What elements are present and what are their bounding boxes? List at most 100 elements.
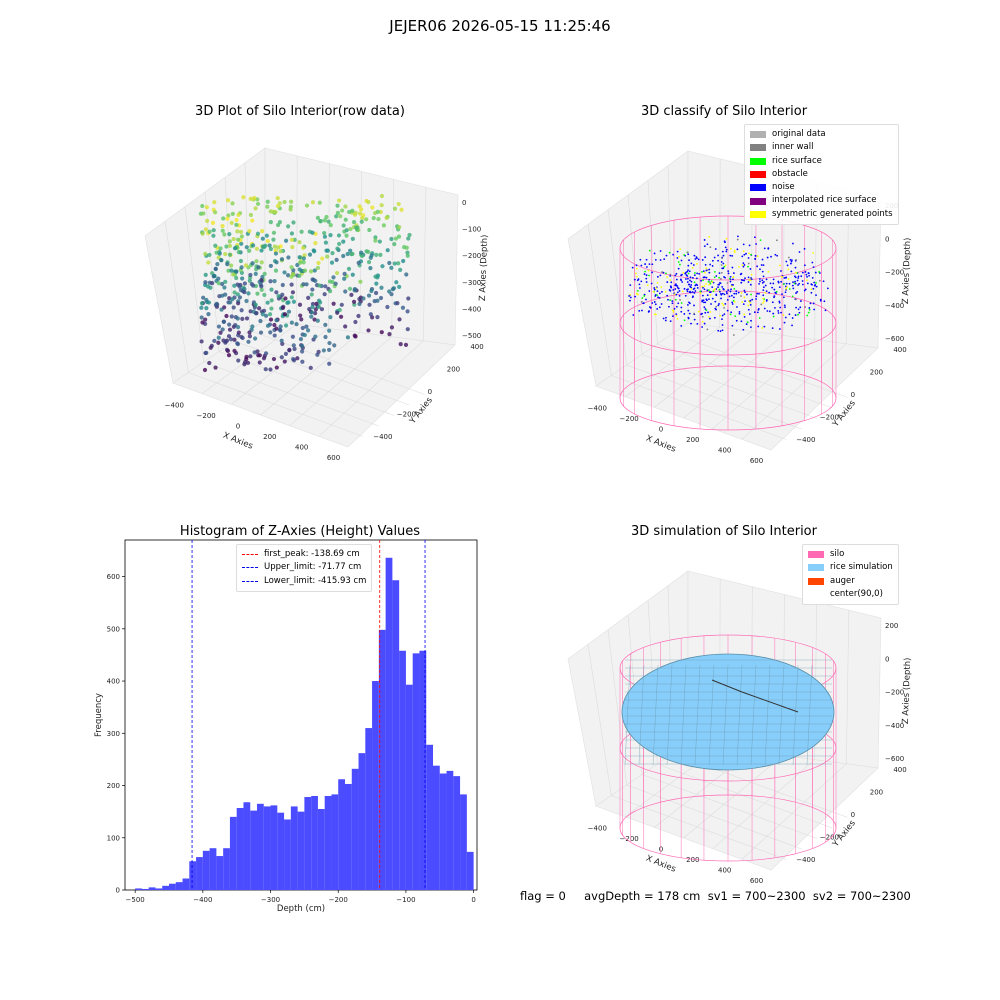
figure-suptitle: JEJER06 2026-05-15 11:25:46 [389,17,611,35]
raw-point [272,279,277,284]
classify-point [629,293,632,296]
classify-point [741,264,744,267]
classify-point [762,286,765,289]
classify-point [636,275,638,278]
raw-point [350,236,355,241]
raw-gridline [318,340,424,437]
classify-point [723,313,726,316]
raw-point [244,298,249,304]
raw-point [291,299,297,304]
classify-point [785,260,788,263]
classify-point [748,244,751,247]
classify-point [778,300,781,303]
histogram-bar [182,878,190,890]
classify-point [757,325,760,328]
raw-point [394,280,399,285]
classify-point [774,253,777,256]
raw-point [341,253,346,259]
raw-point [268,279,273,284]
raw-point [331,301,336,306]
classify-point [701,320,704,323]
raw-point [259,248,264,253]
classify-point [732,276,735,278]
raw-point [216,335,221,340]
legend-label: rice surface [772,155,822,166]
raw-point [379,330,384,335]
raw-point [249,282,254,287]
histogram-bar [378,629,386,890]
legend-label: inner wall [772,142,814,153]
classify-point [696,262,698,265]
raw-gridline [249,330,425,395]
rice-mesh-line [750,664,757,766]
classify-point [767,247,770,250]
raw-point [349,292,354,298]
classify-point [722,254,725,257]
raw-point [350,251,355,256]
classify-point [690,287,693,290]
classify-point [639,258,642,261]
raw-point [320,256,325,261]
legend-noise: noise [750,181,893,194]
classify-point [675,313,678,316]
raw-point [212,200,217,205]
classify-point [733,287,736,290]
classify-point [749,277,752,280]
raw-point [317,200,322,205]
raw-point [222,305,227,310]
classify-point [701,294,704,297]
histogram-ytick-label: 0 [116,887,120,895]
raw-point [216,324,222,329]
raw-point [206,260,211,265]
classify-point [786,286,788,288]
classify-point [675,305,678,308]
classify-point [705,309,708,312]
classify-point [803,289,806,292]
raw-point [300,359,305,364]
simulation-ytick-label: −400 [796,856,815,864]
raw-point [286,255,291,260]
classify-point [655,313,657,316]
classify-point [708,268,711,271]
classify-point [704,301,707,304]
raw-point [282,359,287,364]
raw-point [291,220,296,225]
simulation-legend: silo rice simulation auger center(90,0) [802,544,899,606]
raw-point [204,350,209,355]
raw-point [236,358,241,363]
classify-point [700,279,702,282]
classify-ztick-label: 0 [885,235,889,243]
classify-point [669,279,672,282]
raw-gridline [234,340,410,406]
classify-point [727,272,730,275]
legend-first-peak: first_peak: -138.69 cm [242,548,366,561]
raw-point [260,312,265,317]
classify-point [665,316,667,319]
classify-point [718,288,721,291]
classify-point [741,301,744,303]
histogram-bar [155,888,163,890]
classify-point [750,273,753,276]
raw-point [352,212,358,217]
raw-point [356,260,361,265]
raw-point [226,198,231,203]
rice-mesh-line [806,664,813,766]
classify-point [787,268,790,271]
classify-point [674,284,677,287]
raw-gridline [260,332,361,416]
raw-point [335,310,340,315]
classify-point [792,287,795,290]
classify-point [772,312,775,315]
simulation-xtick-label: −400 [588,824,607,832]
classify-point [669,289,672,292]
histogram-legend: first_peak: -138.69 cm Upper_limit: -71.… [236,544,373,592]
classify-point [750,293,752,296]
raw-point [406,296,411,301]
classify-point [633,278,636,281]
classify-point [659,259,662,261]
classify-point [772,315,775,318]
classify-point [706,328,709,331]
classify-point [732,272,735,274]
classify-point [759,280,761,283]
raw-point [268,367,273,372]
